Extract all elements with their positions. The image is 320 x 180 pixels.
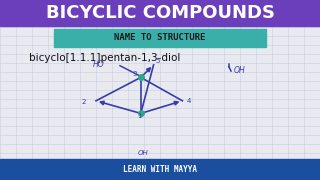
FancyBboxPatch shape <box>54 29 266 47</box>
FancyBboxPatch shape <box>0 0 320 26</box>
Text: OH: OH <box>138 150 148 156</box>
Text: LEARN WITH MAYYA: LEARN WITH MAYYA <box>123 165 197 174</box>
Text: 2: 2 <box>82 98 86 105</box>
Text: 1: 1 <box>138 113 142 120</box>
Text: BICYCLIC COMPOUNDS: BICYCLIC COMPOUNDS <box>45 4 275 22</box>
Text: OH: OH <box>234 66 245 75</box>
Text: 4: 4 <box>186 98 191 104</box>
Text: 5: 5 <box>155 58 160 64</box>
Text: NAME TO STRUCTURE: NAME TO STRUCTURE <box>114 33 206 42</box>
Text: bicyclo[1.1.1]pentan-1,3-diol: bicyclo[1.1.1]pentan-1,3-diol <box>29 53 180 63</box>
Text: HO: HO <box>93 60 105 69</box>
Text: 3: 3 <box>133 71 137 77</box>
FancyBboxPatch shape <box>0 159 320 180</box>
